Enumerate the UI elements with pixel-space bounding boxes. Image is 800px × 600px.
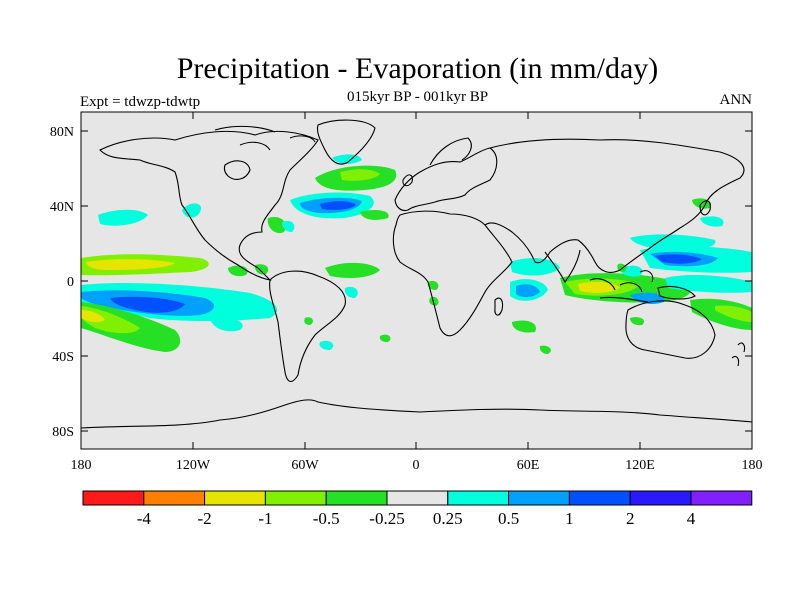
anomaly-patch (210, 317, 243, 332)
anomaly-patch (325, 262, 380, 278)
anomaly-patch (360, 210, 389, 220)
experiment-label: Expt = tdwzp-tdwtp (80, 94, 201, 110)
anomaly-patch (630, 317, 645, 326)
anomaly-patch (304, 317, 313, 325)
colorbar-box-9 (629, 490, 692, 506)
colorbar-box-3 (264, 490, 327, 506)
lon-label-180e: 180 (742, 458, 763, 473)
anomaly-patch (715, 305, 752, 322)
south-america-coast (269, 270, 346, 382)
anomaly-patch (655, 254, 702, 264)
anomaly-patch (320, 201, 356, 210)
arctic-islands (214, 125, 316, 151)
lon-label-60w: 60W (291, 458, 319, 473)
colorbar-box-5 (386, 490, 449, 506)
anomaly-patch (98, 209, 148, 226)
colorbar-label: -2 (198, 509, 212, 528)
anomaly-patch (427, 280, 439, 290)
asia-coast (484, 138, 745, 273)
anomaly-patch (512, 320, 536, 333)
colorbar-box-8 (568, 490, 631, 506)
colorbar-label: 0.5 (498, 509, 519, 528)
anomaly-patch (344, 286, 358, 298)
colorbar-label: -0.5 (313, 509, 340, 528)
anomaly-patch (379, 334, 391, 342)
latitude-axis (81, 130, 752, 432)
new-zealand-coast (731, 342, 746, 367)
lat-label-40n: 40N (50, 200, 74, 215)
japan-coast (699, 200, 711, 216)
colorbar-label: -0.25 (369, 509, 404, 528)
colorbar-box-7 (508, 490, 570, 506)
map-subtitle: 015kyr BP - 001kyr BP (346, 89, 489, 105)
madagascar-coast (494, 297, 504, 316)
lon-label-180w: 180 (71, 458, 92, 473)
colorbar-label: -1 (258, 509, 272, 528)
anomaly-patch (81, 306, 140, 334)
anomaly-field (81, 154, 752, 354)
anomaly-patch (110, 296, 185, 313)
colorbar-box-10 (690, 490, 753, 506)
lat-label-80n: 80N (50, 125, 74, 140)
lat-label-40s: 40S (52, 350, 74, 365)
colorbar (82, 490, 753, 506)
anomaly-patch (539, 345, 551, 354)
uk-coast (402, 174, 413, 187)
anomaly-patch (429, 296, 439, 306)
anomaly-patch (510, 258, 560, 276)
anomaly-patch (267, 216, 286, 234)
new-guinea-coast (657, 285, 696, 300)
lat-label-80s: 80S (52, 425, 74, 440)
anomaly-patch (665, 275, 752, 293)
colorbar-label: 0.25 (433, 509, 463, 528)
lon-label-120e: 120E (625, 458, 655, 473)
colorbar-label: -4 (137, 509, 152, 528)
indonesia-coast (589, 270, 654, 303)
africa-coast (392, 210, 513, 337)
colorbar-box-1 (143, 490, 206, 506)
scandinavia-coast (429, 137, 472, 166)
colorbar-box-2 (204, 490, 266, 506)
lon-label-60e: 60E (517, 458, 540, 473)
lat-label-0: 0 (67, 275, 74, 290)
map-title: Precipitation - Evaporation (in mm/day) (176, 52, 659, 85)
lon-label-0: 0 (413, 458, 420, 473)
india-coast (544, 249, 581, 284)
anomaly-patch (700, 216, 724, 227)
anomaly-patch (182, 203, 201, 218)
colorbar-label: 2 (626, 509, 635, 528)
anomaly-patch (578, 281, 620, 293)
anomaly-patch (340, 169, 380, 181)
anomaly-patch (86, 259, 175, 270)
lon-label-120w: 120W (176, 458, 211, 473)
north-america-coast (99, 130, 319, 281)
colorbar-box-0 (82, 490, 145, 506)
colorbar-label: 4 (687, 509, 696, 528)
coastlines (81, 119, 752, 429)
anomaly-patch (690, 298, 752, 330)
anomaly-patch (319, 340, 334, 350)
antarctica-coast (81, 399, 752, 429)
anomaly-patch (254, 264, 269, 275)
colorbar-box-4 (325, 490, 388, 506)
colorbar-label: 1 (565, 509, 574, 528)
anomaly-patch (630, 234, 716, 250)
longitude-axis (80, 112, 753, 449)
europe-coast (394, 147, 498, 212)
hudson-bay (223, 160, 251, 180)
anomaly-patch (81, 310, 105, 323)
anomaly-patch (282, 220, 295, 232)
season-label: ANN (719, 92, 753, 108)
colorbar-box-6 (447, 490, 510, 506)
anomaly-patch (516, 284, 540, 298)
greenland-coast (316, 119, 376, 165)
australia-coast (625, 300, 716, 359)
